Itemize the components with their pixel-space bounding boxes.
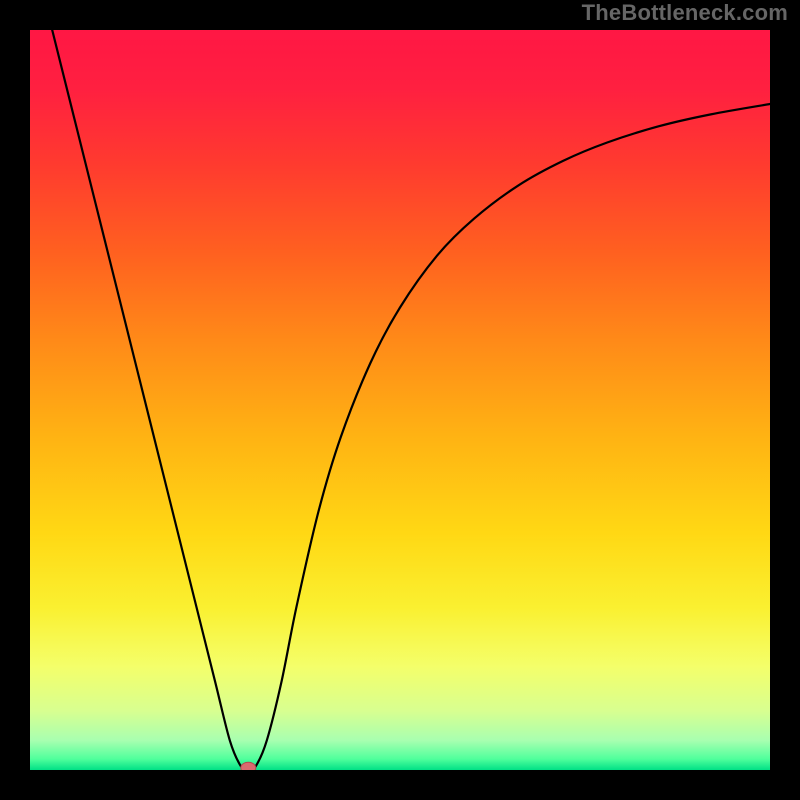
optimal-point-marker (241, 762, 256, 770)
chart-container: TheBottleneck.com (0, 0, 800, 800)
gradient-background (30, 30, 770, 770)
chart-svg (30, 30, 770, 770)
watermark-text: TheBottleneck.com (582, 0, 788, 26)
plot-area (30, 30, 770, 770)
